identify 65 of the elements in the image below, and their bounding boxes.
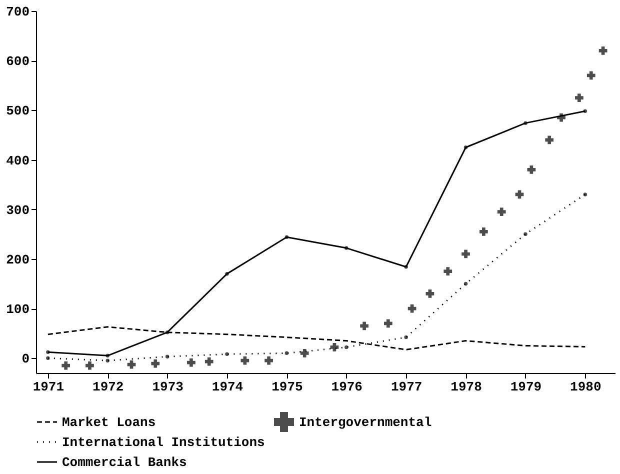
point — [165, 330, 170, 334]
point — [524, 121, 528, 125]
y-tick-label: 500 — [6, 104, 30, 119]
point — [106, 358, 110, 362]
point — [344, 246, 348, 250]
x-tick-label: 1976 — [331, 380, 363, 394]
point — [384, 319, 392, 328]
point — [344, 345, 348, 350]
x-tick-label: 1979 — [510, 380, 542, 394]
point — [583, 109, 588, 114]
point — [575, 94, 584, 102]
point — [46, 350, 50, 354]
y-tick-label: 300 — [6, 202, 30, 218]
y-tick-label: 700 — [6, 4, 30, 20]
x-tick-label: 1978 — [450, 380, 482, 394]
point — [165, 354, 170, 359]
x-tick-label: 1980 — [570, 380, 602, 394]
point — [360, 322, 368, 330]
point — [524, 232, 528, 236]
point — [557, 113, 566, 122]
point — [583, 192, 588, 196]
x-tick-label: 1977 — [390, 380, 422, 394]
point — [479, 227, 488, 236]
point — [330, 343, 339, 352]
legend-label: Commercial Banks — [62, 455, 188, 470]
x-tick-label: 1971 — [32, 380, 64, 394]
y-tick-label: 200 — [6, 252, 30, 268]
legend-label: International Institutions — [62, 435, 266, 450]
point — [444, 267, 452, 276]
point — [300, 348, 309, 358]
point — [404, 265, 408, 269]
y-tick-label: 100 — [6, 302, 30, 318]
point — [527, 166, 536, 174]
point — [284, 351, 289, 356]
x-tick-label: 1974 — [212, 380, 244, 394]
point — [497, 208, 506, 216]
point — [225, 272, 229, 276]
y-tick-label: 600 — [6, 54, 30, 70]
point — [106, 354, 110, 358]
x-tick-label: 1975 — [272, 380, 303, 394]
point — [264, 356, 273, 365]
legend-label: Intergovernmental — [299, 415, 432, 430]
y-tick-label: 400 — [6, 153, 30, 168]
point — [464, 146, 468, 150]
y-tick-label: 0 — [22, 352, 30, 367]
point — [187, 358, 196, 367]
point — [284, 235, 289, 239]
point — [62, 361, 70, 370]
point — [545, 136, 554, 144]
point — [426, 289, 434, 298]
point — [462, 250, 470, 258]
point — [46, 356, 50, 360]
point — [598, 46, 608, 55]
point — [464, 282, 468, 286]
point — [586, 71, 596, 80]
point — [86, 361, 94, 370]
point — [204, 357, 214, 366]
x-tick-label: 1973 — [152, 380, 184, 394]
point — [225, 352, 229, 356]
x-tick-label: 1972 — [92, 380, 124, 394]
point — [404, 335, 408, 340]
point — [151, 359, 160, 368]
point — [240, 356, 250, 365]
legend-label: Market Loans — [62, 415, 156, 430]
point — [127, 360, 136, 369]
